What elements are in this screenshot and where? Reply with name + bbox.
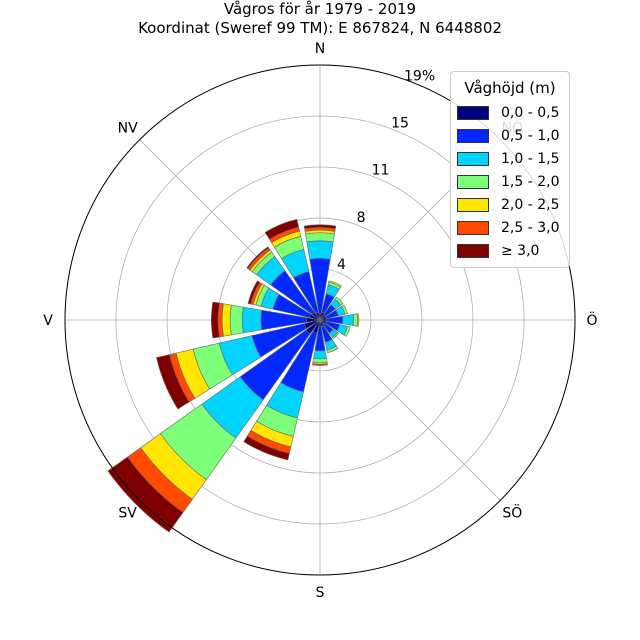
legend-swatch [457,151,489,166]
legend: Våghöjd (m) 0,0 - 0,5 0,5 - 1,0 1,0 - 1,5 1… [450,71,570,268]
legend-label: 0,0 - 0,5 [501,104,560,121]
compass-label-135: SÖ [502,503,522,521]
legend-item: 2,5 - 3,0 [451,216,569,239]
radial-tick-label: 15 [391,116,409,132]
bar-ÖSÖ-bin-3 [343,325,351,337]
bar-Ö-bin-3 [352,313,358,327]
legend-swatch [457,220,489,235]
legend-label: 2,0 - 2,5 [501,196,560,213]
polar-frame [64,64,576,576]
bar-V-bin-2 [241,306,263,334]
bar-S-bin-3 [312,358,328,364]
chart-title-line1: Vågros för år 1979 - 2019 [223,0,417,18]
legend-label: 1,5 - 2,0 [501,173,560,190]
bar-N-bin-3 [305,232,335,243]
legend-label: 2,5 - 3,0 [501,219,560,236]
radial-tick-label: 4 [337,257,346,273]
legend-title: Våghöjd (m) [464,79,556,97]
compass-label-270: V [43,313,53,329]
radial-tick-label: 8 [357,210,366,226]
bar-V-bin-3 [229,304,244,336]
bar-ÖNÖ-bin-3 [341,304,348,315]
compass-label-90: Ö [586,311,597,329]
bar-SV-bin-6 [107,456,184,533]
legend-label: 0,5 - 1,0 [501,127,560,144]
bar-N-bin-6 [303,224,337,230]
legend-swatch [457,105,489,120]
legend-item: 2,0 - 2,5 [451,193,569,216]
radial-tick-label: 11 [372,163,390,179]
legend-item: 0,5 - 1,0 [451,124,569,147]
bar-NNV-bin-6 [264,218,300,240]
bar-Ö-bin-2 [342,314,354,326]
legend-item: ≥ 3,0 [451,239,569,262]
bar-NÖ-bin-3 [334,296,344,306]
bar-Ö-bin-4 [356,313,360,327]
bar-SSV-bin-6 [243,435,290,461]
legend-swatch [457,243,489,258]
bar-N-bin-2 [306,240,334,260]
radial-tick-label: 19% [404,68,435,84]
chart-title-line2: Koordinat (Sweref 99 TM): E 867824, N 64… [138,19,502,37]
legend-swatch [457,128,489,143]
legend-label: ≥ 3,0 [501,242,540,259]
grid-spoke-135 [319,319,501,501]
bar-S-bin-5 [312,363,328,366]
legend-item: 1,5 - 2,0 [451,170,569,193]
bar-group [107,218,360,533]
bar-NV-bin-6 [246,246,270,270]
bar-SSÖ-bin-3 [326,345,339,354]
compass-label-180: S [316,585,325,601]
bar-V-bin-4 [221,303,232,337]
bar-S-bin-2 [313,350,327,360]
bar-SÖ-bin-3 [332,332,340,340]
legend-swatch [457,174,489,189]
bar-NNÖ-bin-4 [328,280,342,288]
compass-label-0: N [315,41,325,57]
compass-label-225: SV [118,505,137,521]
bar-VSV-bin-6 [156,354,190,410]
compass-label-315: NV [118,121,138,137]
legend-swatch [457,197,489,212]
bar-V-bin-6 [211,301,220,339]
bar-VNV-bin-6 [247,280,261,305]
legend-item: 1,0 - 1,5 [451,147,569,170]
legend-item: 0,0 - 0,5 [451,101,569,124]
legend-label: 1,0 - 1,5 [501,150,560,167]
